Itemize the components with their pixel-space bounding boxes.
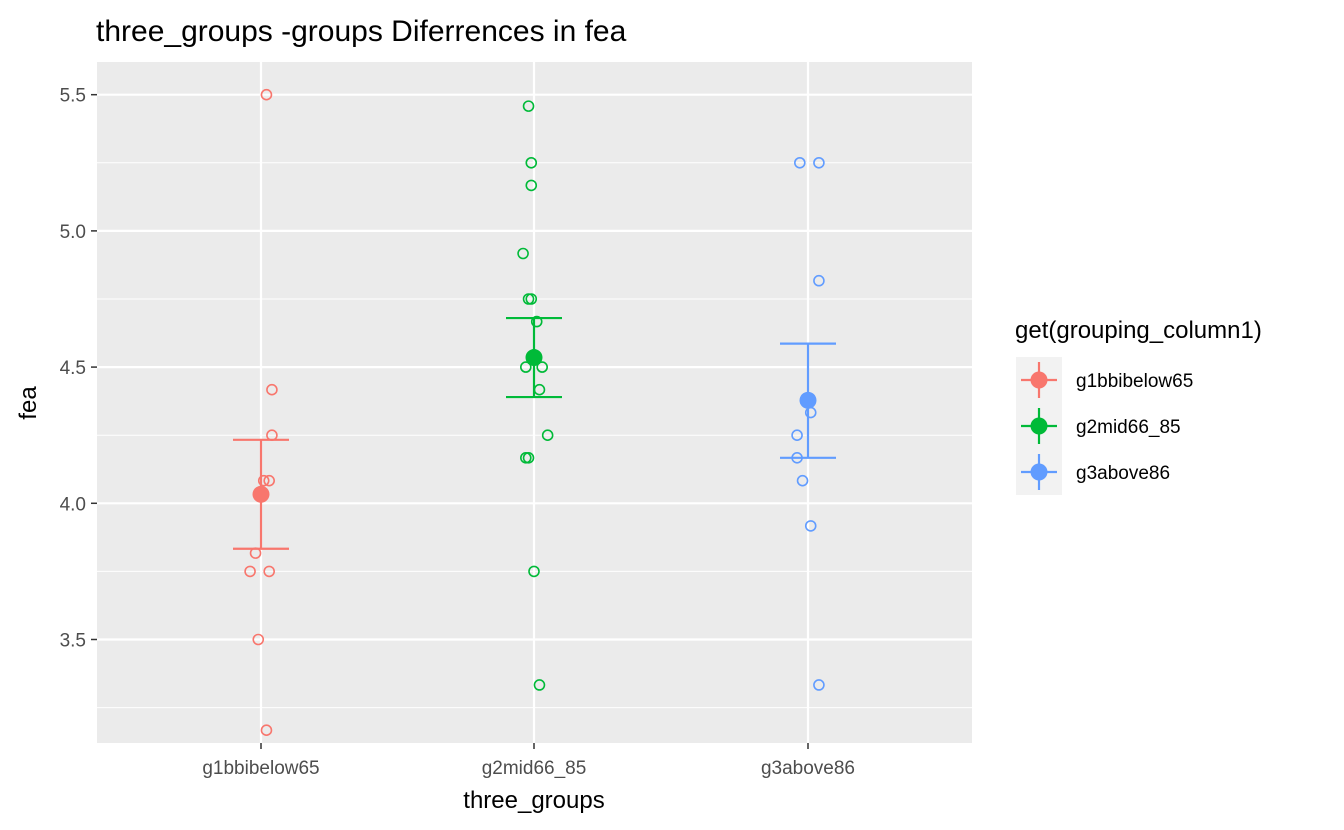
data-point [257,474,270,487]
data-point [520,451,532,464]
legend: get(grouping_column1) g1bbibelow65 g2mid6… [1015,317,1262,495]
y-axis: 3.5 4.0 4.5 5.0 5.5 [60,86,97,651]
data-point [794,156,806,169]
y-tick-label: 4.0 [60,494,86,515]
legend-key-point [1030,463,1048,481]
y-axis-title: fea [15,386,42,420]
y-tick-label: 5.0 [60,222,86,243]
grid-lines [97,62,972,743]
mean-point [799,391,817,409]
data-point [536,361,548,373]
legend-label: g2mid66_85 [1076,417,1181,438]
mean-point [252,485,270,503]
data-point [525,156,538,169]
data-point [530,315,543,328]
data-point [266,383,278,396]
x-tick-label: g1bbibelow65 [202,758,319,779]
data-point [252,633,265,646]
data-point [525,179,538,192]
data-point [813,156,825,169]
legend-label: g3above86 [1076,463,1170,484]
x-axis: g1bbibelow65 g2mid66_85 g3above86 [202,743,855,779]
data-point [522,100,535,112]
data-point [813,679,825,691]
data-point [517,247,529,260]
mean-error-bars [233,316,836,550]
data-point [796,474,809,487]
x-tick-label: g3above86 [761,758,855,779]
legend-key-point [1030,371,1048,389]
data-point [244,565,256,578]
data-point [541,429,554,441]
legend-label: g1bbibelow65 [1076,371,1193,392]
data-point [522,293,535,305]
x-axis-title: three_groups [463,787,604,814]
data-point [263,474,275,487]
data-point [260,88,273,101]
data-point [520,361,532,373]
data-point [528,565,540,578]
y-tick-label: 3.5 [60,630,86,651]
data-points [244,88,825,736]
legend-key-point [1030,417,1048,435]
data-point [813,274,825,287]
legend-title: get(grouping_column1) [1015,317,1262,344]
data-point [263,565,275,578]
mean-point [525,349,543,367]
y-tick-label: 4.5 [60,358,86,379]
data-point [791,429,803,441]
data-point [260,724,273,736]
data-point [804,520,817,532]
x-tick-label: g2mid66_85 [482,758,587,779]
y-tick-label: 5.5 [60,86,86,107]
chart-title: three_groups -groups Diferrences in fea [96,15,627,48]
data-point [533,679,546,691]
